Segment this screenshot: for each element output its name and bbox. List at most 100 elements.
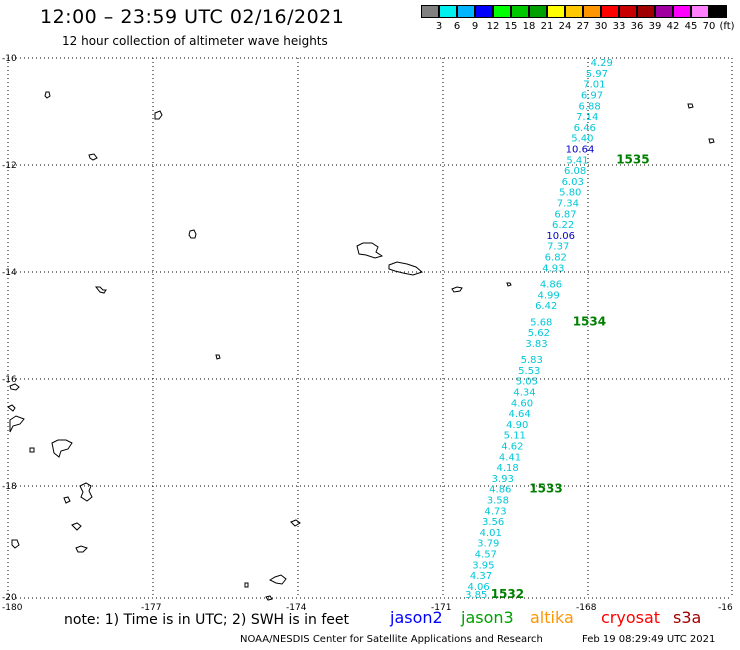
scale-swatch — [457, 5, 475, 18]
wave-height-label: 5.97 — [586, 69, 608, 80]
wave-height-label: 7.37 — [547, 242, 569, 253]
scale-swatch — [475, 5, 493, 18]
wave-height-label: 4.99 — [537, 290, 559, 301]
lon-tick-label: -180 — [2, 603, 23, 613]
wave-height-label: 4.73 — [484, 506, 506, 517]
wave-height-label: 7.34 — [557, 199, 579, 210]
scale-swatch — [637, 5, 655, 18]
wave-height-label: 4.41 — [499, 452, 521, 463]
wave-height-label: 10.06 — [546, 231, 575, 242]
lon-tick-label: -171 — [431, 603, 451, 613]
scale-label: 21 — [540, 21, 554, 32]
scale-swatch — [655, 5, 673, 18]
wave-height-label: 4.62 — [501, 442, 523, 453]
wave-height-label: 4.34 — [513, 388, 535, 399]
wave-height-label: 5.05 — [516, 377, 538, 388]
generated-timestamp: Feb 19 08:29:49 UTC 2021 — [582, 634, 716, 645]
lon-tick-label: -16 — [718, 603, 733, 613]
wave-height-label: 5.62 — [528, 328, 550, 339]
legend-sat-s3a: s3a — [673, 608, 702, 627]
wave-height-label: 6.22 — [552, 220, 574, 231]
wave-height-label: 4.60 — [511, 398, 533, 409]
legend-sat-altika: altika — [530, 608, 574, 627]
scale-label: 70 — [702, 21, 716, 32]
lat-tick-label: -10 — [2, 54, 17, 64]
pass-number-label: 1534 — [573, 314, 606, 328]
wave-height-label: 7.14 — [576, 112, 598, 123]
lon-tick-label: -168 — [576, 603, 597, 613]
wave-height-label: 3.85 — [465, 590, 487, 601]
wave-height-label: 6.46 — [574, 123, 596, 134]
lon-tick-label: -174 — [286, 603, 307, 613]
wave-height-label: 4.06 — [467, 582, 489, 593]
scale-swatch — [529, 5, 547, 18]
scale-label: 12 — [486, 21, 500, 32]
scale-swatch — [583, 5, 601, 18]
scale-label: 39 — [648, 21, 662, 32]
wave-height-label: 4.37 — [470, 571, 492, 582]
wave-height-label: 7.01 — [583, 80, 605, 91]
pass-number-label: 1532 — [491, 587, 524, 601]
scale-label: 33 — [612, 21, 626, 32]
wave-height-label: 4.29 — [591, 58, 613, 69]
scale-label: 45 — [684, 21, 698, 32]
altimeter-track: 4.295.977.016.976.887.146.465.4010.645.4… — [465, 58, 613, 601]
scale-label: 24 — [558, 21, 572, 32]
scale-swatch — [547, 5, 565, 18]
wave-height-label: 5.80 — [559, 188, 581, 199]
scale-label: 18 — [522, 21, 536, 32]
legend-sat-jason2: jason2 — [390, 608, 443, 627]
map-frame — [7, 57, 733, 599]
wave-height-label: 3.79 — [477, 539, 499, 550]
scale-swatch — [709, 5, 727, 18]
wave-height-label: 6.42 — [535, 301, 557, 312]
wave-height-label: 5.41 — [566, 155, 588, 166]
scale-label: 27 — [576, 21, 590, 32]
scale-label: 6 — [453, 21, 461, 32]
wave-height-label: 4.18 — [496, 463, 518, 474]
wave-height-label: 10.64 — [566, 145, 595, 156]
wave-height-label: 4.57 — [475, 550, 497, 561]
scale-swatch — [565, 5, 583, 18]
wave-height-label: 6.82 — [545, 253, 567, 264]
scale-swatch — [511, 5, 529, 18]
wave-height-label: 3.58 — [487, 496, 509, 507]
wave-height-label: 4.86 — [489, 485, 511, 496]
scale-swatch — [493, 5, 511, 18]
wave-height-label: 4.64 — [508, 409, 530, 420]
wave-height-label: 4.01 — [480, 528, 502, 539]
scale-label: 30 — [594, 21, 608, 32]
scale-swatch — [421, 5, 439, 18]
scale-swatch — [601, 5, 619, 18]
footer-note: note: 1) Time is in UTC; 2) SWH is in fe… — [64, 612, 350, 628]
scale-label: 9 — [471, 21, 479, 32]
wave-height-label: 6.97 — [581, 91, 603, 102]
wave-height-label: 4.90 — [506, 420, 528, 431]
wave-height-label: 5.83 — [521, 355, 543, 366]
wave-height-label: 5.68 — [530, 317, 552, 328]
scale-label: 15 — [504, 21, 518, 32]
wave-height-label: 6.87 — [554, 209, 576, 220]
scale-label: 42 — [666, 21, 680, 32]
pass-labels: 1535 1534 1533 1532 — [491, 152, 650, 601]
scale-swatch — [691, 5, 709, 18]
scale-unit: (ft) — [719, 21, 735, 32]
lat-tick-label: -16 — [2, 375, 17, 385]
wave-height-label: 5.11 — [504, 431, 526, 442]
wave-height-label: 4.93 — [542, 263, 564, 274]
wave-height-label: 5.40 — [571, 134, 593, 145]
lat-tick-label: -20 — [2, 593, 17, 603]
map-title: 12:00 – 23:59 UTC 02/16/2021 — [40, 6, 345, 28]
lat-tick-label: -12 — [2, 161, 17, 171]
wave-height-label: 3.56 — [482, 517, 504, 528]
wave-height-label: 3.83 — [525, 339, 547, 350]
wave-height-label: 6.03 — [562, 177, 584, 188]
lat-tick-label: -18 — [2, 482, 17, 492]
scale-swatch — [619, 5, 637, 18]
coastlines — [7, 91, 715, 601]
lat-tick-labels: -10 -12 -14 -16 -18 -20 — [2, 54, 17, 603]
scale-swatch — [439, 5, 457, 18]
scale-swatch — [673, 5, 691, 18]
scale-label: 36 — [630, 21, 644, 32]
